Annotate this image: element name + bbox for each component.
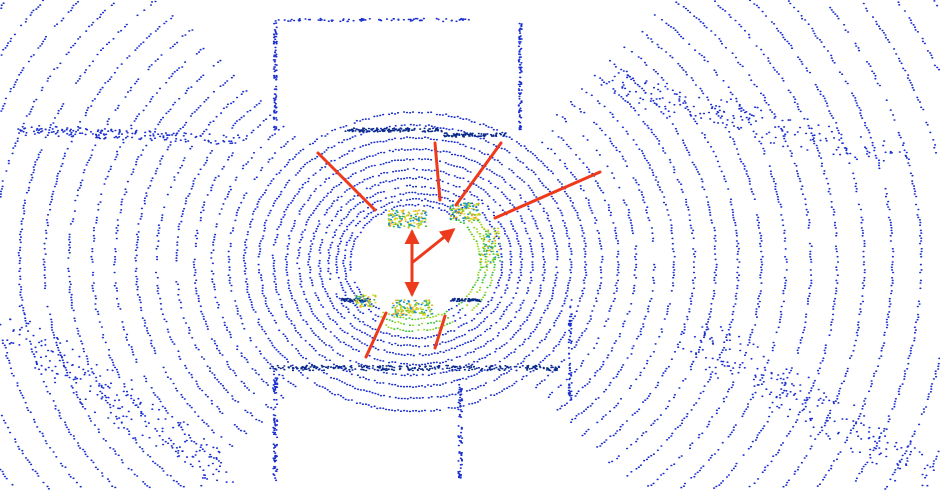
pointer-line: [433, 314, 447, 350]
annotations: [316, 141, 602, 359]
pointer-line: [493, 170, 602, 220]
points: [355, 202, 499, 317]
pointer-line: [364, 311, 388, 359]
points: [269, 127, 561, 372]
pointer-line: [433, 141, 442, 202]
points: [354, 203, 500, 317]
pointer-line: [316, 151, 377, 212]
distance-arrow: [411, 228, 456, 264]
pointer-line: [454, 141, 503, 207]
